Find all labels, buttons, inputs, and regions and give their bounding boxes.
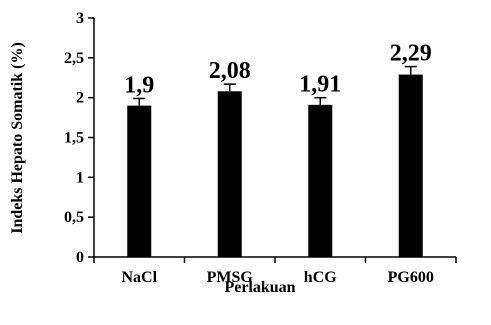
x-axis-title: Perlakuan [224,279,295,296]
x-tick-label: NaCl [121,269,157,286]
error-bars [133,65,417,106]
data-label: 1,91 [299,72,341,98]
data-label: 2,29 [390,41,432,67]
y-tick-label: 0 [76,249,84,266]
y-tick-label: 3 [76,10,84,27]
bars [127,74,423,258]
bar [308,104,333,257]
bar [127,105,152,257]
y-axis: 0 0,5 1 1,5 2 2,5 3 [64,10,95,266]
data-label: 2,08 [209,58,251,84]
x-tick-label: PG600 [388,269,434,286]
bar [217,91,242,257]
data-labels: 1,9 2,08 1,91 2,29 [124,41,432,99]
x-tick-label: hCG [304,269,337,286]
x-tick-label: PMSG [207,269,254,286]
bar [398,74,423,258]
x-axis: NaCl PMSG hCG PG600 [93,256,457,286]
data-label: 1,9 [124,72,154,98]
y-axis-title: Indeks Hepato Somatik (%) [9,42,26,234]
y-tick-label: 2 [76,90,84,107]
y-tick-label: 1 [76,169,84,186]
y-tick-label: 2,5 [64,50,84,67]
y-tick-label: 0,5 [64,209,84,226]
y-tick-label: 1,5 [64,130,84,147]
